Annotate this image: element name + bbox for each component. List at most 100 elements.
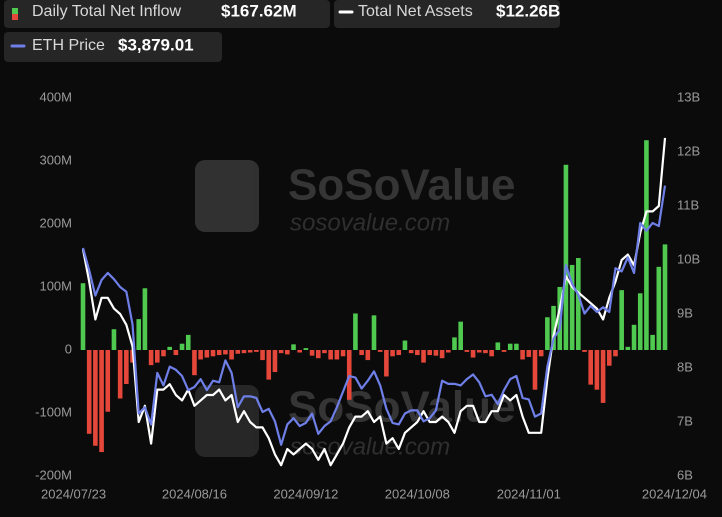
bar (662, 244, 668, 350)
bar (179, 343, 185, 350)
bar (111, 329, 117, 350)
bar (167, 346, 172, 350)
y2-tick-label: 9B (677, 305, 693, 320)
legend-box[interactable] (4, 32, 222, 62)
bar (650, 334, 655, 350)
y-tick-label: -200M (35, 467, 72, 482)
watermark-logo (195, 160, 259, 232)
bar (303, 348, 309, 350)
bar (371, 315, 377, 350)
bar (594, 350, 600, 390)
bar (229, 350, 234, 360)
bar (198, 350, 203, 360)
bar (507, 343, 513, 350)
bar (105, 350, 111, 412)
x-tick-label: 2024/11/01 (497, 486, 561, 501)
bar (402, 340, 408, 350)
watermark: SoSoValue sosovalue.com SoSoValue sosova… (195, 160, 515, 460)
bar (613, 350, 618, 357)
bar (272, 350, 278, 373)
bar (148, 350, 154, 366)
legend-box[interactable] (4, 0, 330, 28)
bar (576, 258, 581, 350)
bar (161, 350, 166, 357)
bar (495, 342, 501, 350)
bar (600, 350, 606, 403)
bar (346, 350, 352, 400)
bar (427, 350, 433, 356)
legend-icon (12, 14, 18, 20)
bar (644, 140, 649, 350)
x-tick-label: 2024/09/12 (273, 486, 338, 501)
line (81, 185, 667, 446)
bar (315, 350, 321, 359)
y2-tick-label: 10B (677, 251, 700, 266)
legend-label: Total Net Assets (358, 3, 473, 20)
x-tick-label: 2024/12/04 (642, 486, 707, 501)
bar (377, 350, 383, 352)
bar (619, 290, 624, 350)
bar (445, 350, 451, 353)
bar (551, 305, 556, 350)
plot: -200M -100M 0 100M 200M 300M 400M 6B 7B 8B 9B 10B 11… (35, 89, 707, 501)
bar (439, 350, 445, 359)
bar (93, 350, 98, 446)
bar (241, 350, 247, 354)
y2-tick-label: 13B (677, 89, 700, 104)
watermark-url: sosovalue.com (290, 209, 450, 236)
watermark-text: SoSoValue (288, 383, 515, 432)
legend-label: ETH Price (32, 37, 105, 54)
bar (136, 319, 142, 350)
bar (526, 350, 532, 357)
legend-value: $3,879.01 (118, 35, 194, 54)
bar (124, 350, 129, 385)
bar (297, 350, 303, 353)
x-tick-label: 2024/10/08 (385, 486, 450, 501)
bar (359, 350, 364, 356)
bar (476, 350, 482, 353)
bar (458, 321, 463, 350)
bar (173, 350, 179, 356)
legend-value: $167.62M (221, 1, 297, 20)
y2-tick-label: 11B (677, 197, 699, 212)
bar (142, 288, 148, 350)
bar (309, 350, 315, 356)
bar (254, 350, 259, 352)
bar (631, 324, 637, 350)
bar (334, 350, 340, 360)
bar (353, 313, 358, 350)
bar (247, 350, 253, 353)
bar (464, 350, 470, 352)
legend-box[interactable] (334, 0, 560, 28)
bar (285, 350, 290, 355)
bar (154, 350, 160, 363)
bar (204, 350, 210, 358)
bar (216, 350, 222, 356)
line (81, 137, 667, 467)
bar (408, 350, 414, 354)
y-tick-label: 300M (39, 152, 72, 167)
legend-icon (12, 8, 18, 14)
bar (538, 350, 544, 357)
bar (563, 164, 569, 350)
bar (278, 350, 284, 354)
bar (569, 264, 575, 350)
y-tick-label: 200M (39, 215, 72, 230)
y-tick-label: 400M (39, 89, 72, 104)
bar (545, 317, 550, 350)
legend-label: Daily Total Net Inflow (32, 3, 182, 20)
bar (415, 350, 420, 356)
bar (192, 350, 197, 376)
y-tick-label: 100M (39, 278, 72, 293)
bar (656, 266, 662, 350)
y2-tick-label: 7B (677, 413, 693, 428)
y2-tick-label: 8B (677, 359, 693, 374)
bar (421, 350, 426, 363)
bar (223, 350, 228, 355)
bar (322, 350, 327, 354)
bar (433, 350, 439, 356)
bar (470, 350, 476, 358)
bar (501, 350, 507, 352)
bar (185, 334, 191, 350)
